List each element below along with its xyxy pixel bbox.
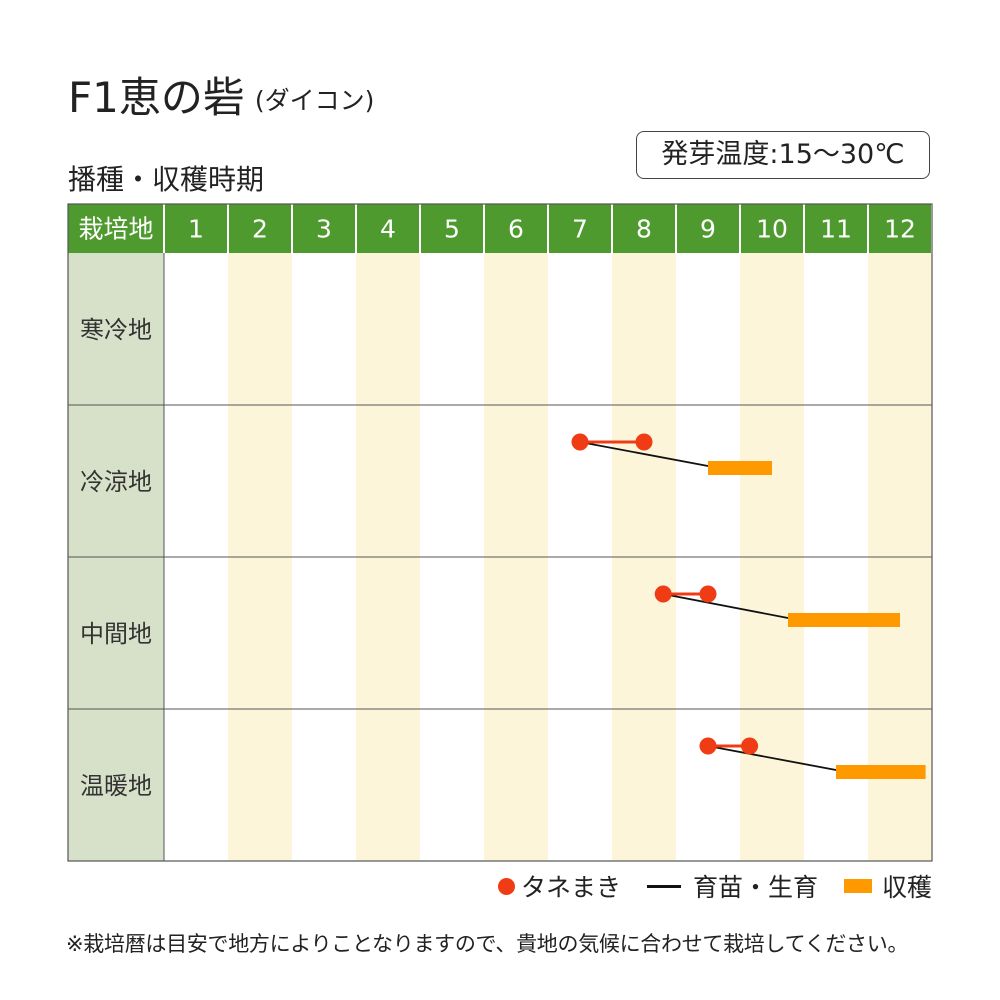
region-label: 温暖地 bbox=[80, 772, 152, 800]
table-border bbox=[67, 203, 933, 862]
sowing-end-point bbox=[635, 433, 653, 451]
sowing-dot-icon bbox=[497, 877, 515, 895]
legend: タネまき 育苗・生育 収穫 bbox=[472, 868, 932, 904]
header-label: 栽培地 bbox=[78, 215, 153, 244]
germination-temp-box: 発芽温度:15〜30℃ bbox=[636, 131, 930, 179]
sowing-start-point bbox=[654, 585, 672, 603]
sowing-end-point bbox=[699, 585, 717, 603]
legend-harvest: 収穫 bbox=[843, 868, 932, 904]
chart-subtitle: 播種・収穫時期 bbox=[68, 163, 265, 196]
title-sub: (ダイコン) bbox=[254, 86, 375, 115]
harvest-bar bbox=[708, 461, 772, 475]
month-label: 6 bbox=[508, 215, 524, 244]
footnote: ※栽培暦は目安で地方によりことなりますので、貴地の気候に合わせて栽培してください… bbox=[66, 932, 909, 956]
growth-line bbox=[707, 745, 837, 771]
header-row bbox=[68, 204, 932, 253]
month-label: 3 bbox=[316, 215, 332, 244]
legend-harvest-label: 収穫 bbox=[881, 873, 932, 902]
sowing-end-point bbox=[741, 737, 759, 755]
month-label: 4 bbox=[380, 215, 396, 244]
growth-line bbox=[663, 593, 789, 619]
month-label: 8 bbox=[636, 215, 652, 244]
harvest-bar-icon bbox=[843, 879, 872, 893]
month-label: 5 bbox=[444, 215, 460, 244]
harvest-bar bbox=[836, 765, 926, 779]
harvest-bar bbox=[788, 613, 900, 627]
sowing-start-point bbox=[571, 433, 589, 451]
legend-growing: 育苗・生育 bbox=[646, 868, 818, 904]
region-label: 冷涼地 bbox=[80, 468, 152, 496]
title-main: F1恵の砦 bbox=[68, 73, 245, 122]
region-label: 中間地 bbox=[80, 620, 152, 648]
month-label: 11 bbox=[820, 215, 852, 244]
legend-growing-label: 育苗・生育 bbox=[692, 873, 818, 902]
month-label: 2 bbox=[252, 215, 268, 244]
month-label: 1 bbox=[188, 215, 204, 244]
month-label: 7 bbox=[572, 215, 588, 244]
sowing-start-point bbox=[699, 737, 717, 755]
growth-line bbox=[579, 441, 709, 467]
growth-line-icon bbox=[646, 884, 681, 888]
month-label: 10 bbox=[756, 215, 788, 244]
legend-sowing-label: タネまき bbox=[520, 873, 621, 902]
month-label: 12 bbox=[884, 215, 916, 244]
region-label: 寒冷地 bbox=[80, 316, 152, 344]
legend-sowing: タネまき bbox=[497, 868, 621, 904]
month-label: 9 bbox=[700, 215, 716, 244]
page-title: F1恵の砦 (ダイコン) bbox=[68, 64, 374, 125]
